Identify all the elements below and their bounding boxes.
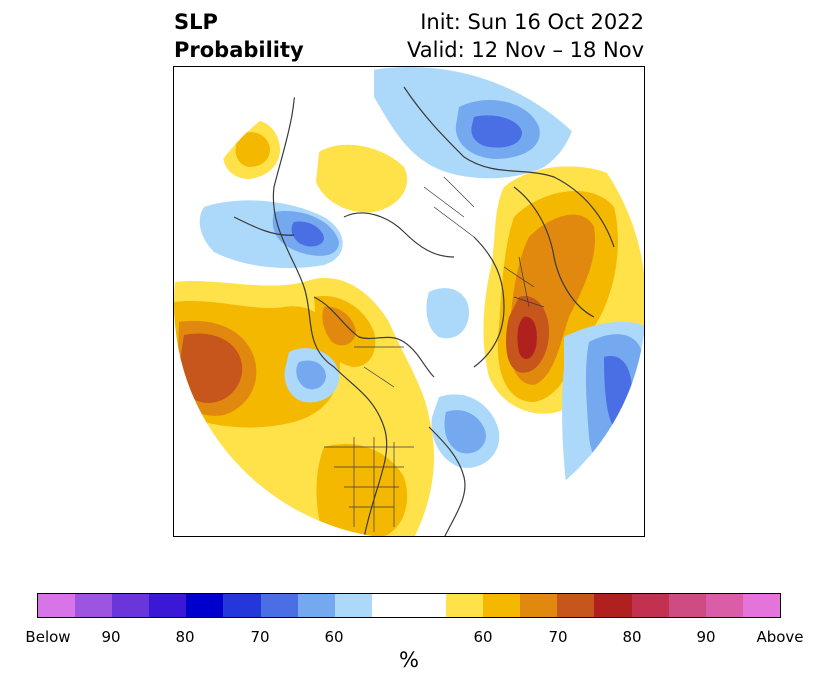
colorbar-tick-label: Below xyxy=(25,628,71,646)
colorbar-tick-label: 70 xyxy=(250,628,270,646)
colorbar-swatch xyxy=(520,594,558,617)
colorbar-swatch xyxy=(594,594,632,617)
colorbar-swatch xyxy=(742,594,780,617)
colorbar-tick-label: 70 xyxy=(548,628,568,646)
colorbar-swatch xyxy=(483,594,521,617)
colorbar-swatch xyxy=(38,594,76,617)
country-borders xyxy=(324,176,545,532)
colorbar-swatch xyxy=(557,594,595,617)
colorbar-swatch xyxy=(705,594,743,617)
colorbar-swatch xyxy=(260,594,298,617)
valid-range: Valid: 12 Nov – 18 Nov xyxy=(407,38,644,62)
colorbar-swatch xyxy=(223,594,261,617)
title-left: SLP Probability xyxy=(174,8,304,64)
title-right: Init: Sun 16 Oct 2022 Valid: 12 Nov – 18… xyxy=(407,8,644,64)
colorbar-swatch xyxy=(446,594,484,617)
polar-probability-map xyxy=(174,67,644,536)
map-panel xyxy=(173,66,645,537)
colorbar-swatch xyxy=(631,594,669,617)
colorbar-swatch xyxy=(297,594,335,617)
coastlines xyxy=(233,67,615,536)
init-date: Init: Sun 16 Oct 2022 xyxy=(420,10,644,34)
colorbar-tick-label: Above xyxy=(756,628,804,646)
colorbar-tick-label: 60 xyxy=(473,628,493,646)
title-probability: Probability xyxy=(174,38,304,62)
probability-fields xyxy=(174,67,644,536)
colorbar-swatch xyxy=(149,594,187,617)
colorbar-tick-label: 90 xyxy=(696,628,716,646)
colorbar-swatch xyxy=(75,594,113,617)
colorbar-unit-label: % xyxy=(399,648,419,672)
colorbar-swatch xyxy=(186,594,224,617)
colorbar-tick-label: 80 xyxy=(622,628,642,646)
colorbar-tick-label: 60 xyxy=(324,628,344,646)
title-variable: SLP xyxy=(174,10,218,34)
colorbar xyxy=(37,593,781,618)
colorbar-tick-label: 90 xyxy=(101,628,121,646)
colorbar-tick-label: 80 xyxy=(175,628,195,646)
colorbar-swatch xyxy=(408,594,447,617)
colorbar-swatch xyxy=(112,594,150,617)
colorbar-swatch xyxy=(668,594,706,617)
colorbar-swatch xyxy=(371,594,409,617)
colorbar-swatch xyxy=(334,594,372,617)
